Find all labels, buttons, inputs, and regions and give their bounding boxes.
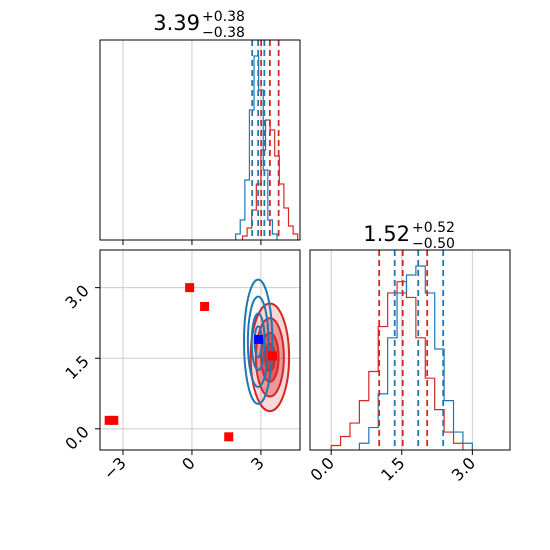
marginal-histogram-y-panel: 0.0 1.5 3.0 1.52 +0.52 −0.50	[307, 220, 511, 485]
blue-contour-level-2	[250, 312, 266, 372]
panel-title-x-plus: +0.38	[202, 9, 245, 25]
x-tick-label: 3.0	[448, 453, 479, 484]
red-point	[200, 301, 210, 311]
panel-title-x-minus: −0.38	[202, 25, 245, 41]
x-tick-label: 0	[178, 453, 199, 474]
blue-contour-level-1	[246, 295, 270, 388]
histogram-series-1	[235, 55, 278, 240]
x-tick-label: 3	[247, 453, 268, 474]
marginal-histogram-x-panel: 3.39 +0.38 −0.38	[99, 9, 301, 245]
x-tick-label: 1.5	[377, 453, 408, 484]
panel-title-y-minus: −0.50	[412, 236, 455, 252]
panel-title-x-value: 3.39	[153, 11, 200, 35]
joint-scatter-panel: −3 0 3 0.0 1.5 3.0	[61, 249, 301, 484]
x-tick-label: 0.0	[307, 453, 338, 484]
panel-frame-top-left	[99, 39, 301, 241]
red-point	[185, 283, 195, 293]
red-point	[224, 432, 234, 442]
y-tick-label: 0.0	[61, 422, 92, 453]
red-point	[104, 415, 114, 425]
y-tick-label: 1.5	[61, 352, 92, 383]
histogram-series-1	[358, 265, 473, 450]
panel-frame-bottom-right	[309, 249, 511, 451]
red-point	[109, 415, 119, 425]
panel-title-y-plus: +0.52	[412, 220, 455, 236]
y-tick-label: 3.0	[61, 281, 92, 312]
panel-frame-bottom-left	[99, 249, 301, 451]
red-point	[267, 351, 277, 361]
histogram-series-0	[330, 281, 464, 450]
blue-point	[254, 334, 264, 344]
blue-contour-level-0	[243, 278, 274, 405]
x-tick-label: −3	[100, 453, 130, 483]
panel-title-y-value: 1.52	[363, 222, 410, 246]
